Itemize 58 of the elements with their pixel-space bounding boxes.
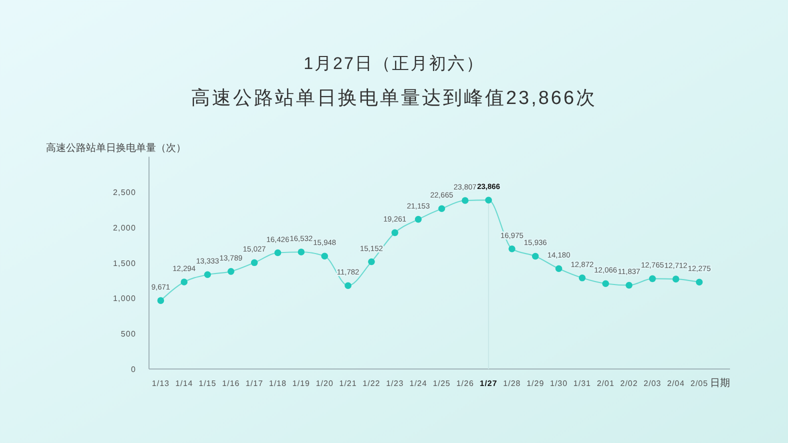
x-tick-label: 1/13: [152, 379, 170, 388]
point: [180, 278, 188, 286]
point: [555, 265, 562, 272]
point: [344, 282, 352, 290]
x-tick-label: 2/04: [667, 379, 685, 388]
x-tick-label: 1/19: [292, 379, 310, 388]
x-tick-label: 1/25: [432, 379, 451, 388]
y-tick-label: 2,500: [112, 188, 136, 198]
point: [508, 245, 516, 252]
x-tick-label: 1/27: [480, 379, 498, 388]
x-tick-label: 1/30: [550, 379, 568, 388]
point: [368, 258, 375, 266]
point: [298, 248, 305, 256]
x-tick-label: 1/21: [339, 379, 357, 388]
y-tick-label: 1,000: [112, 294, 136, 304]
x-tick-label: 1/17: [246, 379, 264, 388]
y-tick-label: 1,500: [112, 258, 136, 268]
point: [250, 259, 258, 266]
point: [438, 205, 446, 212]
chart-subtitle: 高速公路站单日换电单量达到峰值23,866次: [190, 87, 598, 109]
point: [414, 216, 422, 223]
chart-title: 1月27日（正月初六）: [304, 54, 484, 73]
point: [462, 197, 469, 204]
point: [157, 297, 164, 304]
y-axis-title: 高速公路站单日换电单量（次）: [46, 142, 186, 154]
point: [321, 252, 328, 260]
point: [696, 278, 703, 286]
x-tick-label: 1/18: [269, 379, 287, 388]
x-tick-label: 1/16: [222, 379, 240, 388]
x-tick-label: 2/05: [690, 379, 708, 388]
y-tick-label: 500: [120, 330, 136, 339]
x-tick-label: 1/29: [526, 379, 544, 388]
point: [204, 271, 211, 278]
x-tick-label: 2/02: [620, 379, 638, 388]
point: [672, 276, 680, 282]
point: [602, 280, 610, 288]
x-tick-label: 1/14: [175, 379, 193, 388]
y-tick-label: 0: [130, 365, 136, 374]
x-tick-label: 2/01: [596, 379, 614, 388]
point: [485, 196, 492, 204]
x-tick-label: 1/20: [316, 379, 334, 388]
x-tick-label: 1/26: [456, 379, 474, 388]
x-tick-label: 2/03: [644, 379, 662, 388]
point: [274, 249, 282, 256]
point: [532, 252, 539, 260]
x-tick-label: 1/23: [386, 379, 404, 388]
x-tick-label: 1/15: [198, 379, 216, 388]
point: [228, 268, 234, 275]
x-tick-label: 1/31: [573, 379, 592, 388]
x-tick-label: 1/24: [410, 379, 428, 388]
x-tick-label: 1/28: [503, 379, 521, 388]
y-tick-label: 2,000: [112, 223, 136, 232]
point: [578, 274, 586, 282]
point: [649, 275, 656, 282]
x-tick-label: 1/22: [362, 379, 380, 388]
x-axis-title: 日期: [710, 377, 730, 389]
point: [391, 229, 398, 236]
point: [626, 282, 632, 289]
